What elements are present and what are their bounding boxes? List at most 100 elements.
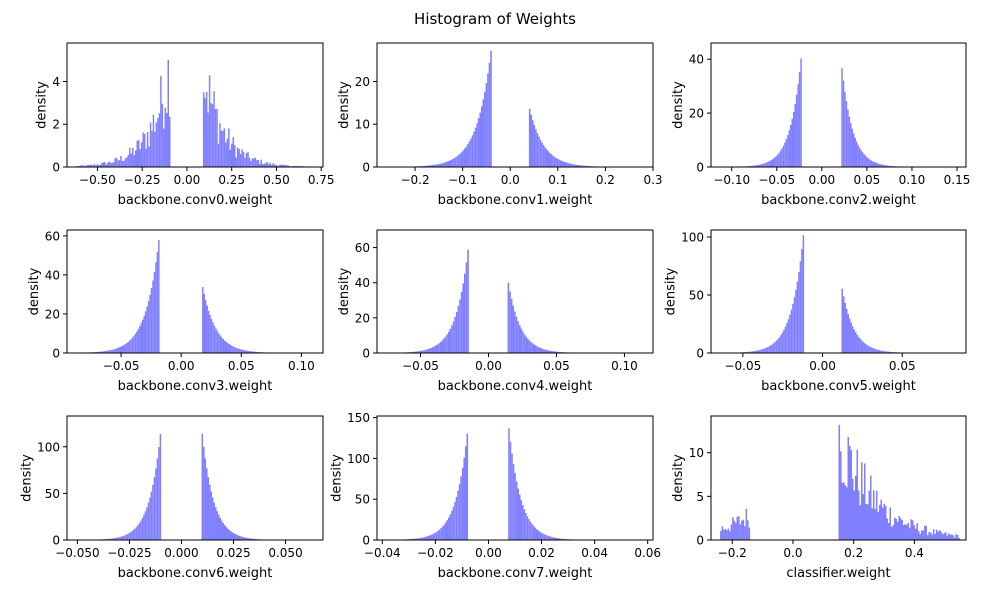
histogram-bar bbox=[420, 350, 423, 353]
histogram-bar bbox=[724, 528, 727, 540]
histogram-bar bbox=[848, 318, 851, 353]
histogram-bar bbox=[788, 130, 791, 167]
histogram-bar bbox=[111, 162, 113, 167]
histogram-bar bbox=[147, 502, 150, 540]
histogram-bar bbox=[929, 532, 932, 540]
histogram-bar bbox=[463, 457, 465, 540]
histogram-bar bbox=[250, 161, 252, 167]
histogram-bar bbox=[881, 350, 884, 353]
histogram-bar bbox=[204, 300, 207, 353]
histogram-bar bbox=[851, 128, 854, 167]
histogram-bar bbox=[152, 280, 154, 353]
histogram-bar bbox=[440, 163, 443, 167]
histogram-bar bbox=[156, 251, 159, 353]
subplot-1: −0.50 −0.25 0.00 0.25 0.50 0.75 0 2 4 backbone.co… bbox=[35, 42, 335, 208]
y-tick-label: 60 bbox=[45, 229, 60, 243]
histogram-bar bbox=[872, 161, 874, 167]
histogram-bar bbox=[149, 497, 151, 540]
histogram-bar bbox=[848, 116, 851, 167]
histogram-bar bbox=[462, 150, 464, 167]
histogram-bar bbox=[484, 91, 486, 167]
histogram-bar bbox=[226, 138, 229, 167]
y-tick-label: 2 bbox=[52, 118, 60, 132]
histogram-bar bbox=[883, 503, 885, 540]
subplot-9: −0.2 0.0 0.2 0.4 0 5 10 classifier.weight densit… bbox=[671, 415, 967, 581]
histogram-bar bbox=[886, 518, 888, 540]
histogram-bar bbox=[437, 530, 439, 540]
histogram-bar bbox=[854, 332, 857, 353]
histogram-bar bbox=[434, 532, 436, 540]
histogram-bar bbox=[870, 160, 873, 167]
histogram-bar bbox=[96, 164, 99, 167]
histogram-bar bbox=[528, 108, 531, 167]
histogram-bar bbox=[884, 505, 887, 540]
histogram-bar bbox=[244, 537, 247, 540]
histogram-bar bbox=[434, 345, 437, 353]
histogram-bar bbox=[567, 163, 570, 167]
x-tick-label: 0.15 bbox=[944, 173, 971, 187]
histogram-bar bbox=[535, 129, 537, 167]
histogram-bar bbox=[735, 522, 737, 540]
histogram-bar bbox=[462, 283, 465, 353]
histogram-bar bbox=[464, 446, 467, 540]
histogram-bar bbox=[926, 535, 929, 540]
histogram-bar bbox=[428, 165, 430, 167]
x-tick-label: 0.10 bbox=[288, 359, 315, 373]
histogram-bar bbox=[544, 147, 546, 167]
histogram-bar bbox=[109, 350, 112, 353]
histogram-bar bbox=[252, 538, 254, 540]
x-tick-label: 0.2 bbox=[844, 546, 863, 560]
histogram-bar bbox=[81, 165, 84, 167]
histogram-bar bbox=[796, 281, 799, 353]
histogram-bar bbox=[240, 349, 242, 353]
histogram-bar bbox=[866, 157, 868, 167]
histogram-bar bbox=[441, 526, 444, 540]
histogram-bar bbox=[149, 122, 152, 167]
histogram-bar bbox=[932, 529, 935, 540]
histogram-bar bbox=[418, 351, 421, 353]
histogram-bar bbox=[423, 165, 426, 167]
histogram-bar bbox=[424, 536, 427, 540]
histogram-bar bbox=[153, 271, 156, 353]
histogram-bar bbox=[253, 158, 255, 167]
histogram-bar bbox=[795, 289, 797, 353]
histogram-bar bbox=[452, 321, 455, 353]
histogram-bar bbox=[753, 351, 755, 353]
histogram-bar bbox=[217, 143, 220, 167]
histogram-bar bbox=[159, 434, 162, 540]
histogram-bar bbox=[234, 534, 236, 540]
histogram-bar bbox=[515, 316, 518, 353]
y-axis-label: density bbox=[20, 454, 35, 502]
histogram-bar bbox=[126, 534, 129, 540]
histogram-bar bbox=[101, 162, 103, 167]
histogram-bar bbox=[122, 345, 125, 353]
histogram-bar bbox=[487, 73, 489, 167]
histogram-bar bbox=[429, 535, 432, 540]
histogram-bar bbox=[448, 517, 450, 540]
histogram-bar bbox=[135, 526, 138, 540]
histogram-bar bbox=[488, 62, 491, 167]
histogram-bar bbox=[946, 535, 948, 540]
x-tick-label: 0.3 bbox=[643, 173, 662, 187]
histogram-bar bbox=[468, 141, 471, 167]
histogram-bar bbox=[890, 526, 893, 540]
histogram-bar bbox=[141, 517, 144, 540]
histogram-bar bbox=[949, 534, 951, 540]
x-tick-label: 0.00 bbox=[809, 359, 836, 373]
histogram-bar bbox=[752, 165, 754, 167]
histogram-bar bbox=[536, 133, 539, 167]
histogram-bar bbox=[449, 514, 452, 540]
histogram-bar bbox=[279, 164, 282, 167]
histogram-bar bbox=[145, 148, 147, 167]
histogram-bar bbox=[124, 158, 127, 167]
histogram-bar bbox=[167, 59, 169, 167]
histogram-bar bbox=[925, 525, 927, 540]
histogram-bar bbox=[510, 299, 513, 353]
histogram-bar bbox=[138, 522, 141, 540]
histogram-bar bbox=[872, 348, 875, 353]
histogram-bar bbox=[554, 351, 557, 353]
axes-frame bbox=[376, 229, 654, 354]
histogram-bar bbox=[862, 493, 864, 540]
x-tick-label: 0.75 bbox=[308, 173, 335, 187]
histogram-bar bbox=[789, 314, 791, 353]
